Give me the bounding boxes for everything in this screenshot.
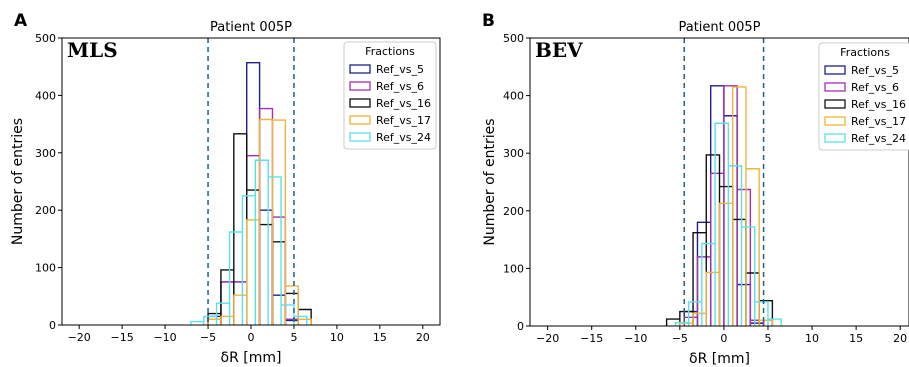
y-axis-label: Number of entries	[10, 118, 26, 245]
series-Ref_vs_24	[674, 122, 782, 326]
series-Ref_vs_16	[665, 154, 774, 326]
legend-swatch	[349, 64, 371, 74]
x-axis-label: δR [mm]	[221, 350, 282, 366]
y-tick-label: 200	[503, 205, 524, 218]
chart-title: Patient 005P	[678, 20, 760, 35]
y-tick-label: 300	[35, 147, 56, 160]
x-tick-label: 15	[373, 331, 387, 344]
method-label: BEV	[535, 38, 583, 62]
x-tick-label: −10	[624, 332, 647, 345]
x-tick-label: 5	[290, 331, 297, 344]
legend-swatch	[824, 116, 846, 126]
legend-swatch	[824, 82, 846, 92]
x-tick-label: −5	[672, 332, 688, 345]
x-tick-label: −20	[68, 331, 91, 344]
x-tick-label: 5	[764, 332, 771, 345]
y-tick-label: 500	[35, 32, 56, 45]
legend-title: Fractions	[365, 45, 415, 58]
x-axis-label: δR [mm]	[689, 351, 750, 367]
plot-frame	[529, 37, 909, 327]
legend-box	[343, 41, 437, 150]
legend-label: Ref_vs_6	[376, 80, 424, 93]
y-tick-label: 300	[503, 147, 524, 160]
legend-swatch	[824, 99, 846, 109]
x-tick-label: −5	[200, 331, 216, 344]
method-label: MLS	[67, 38, 118, 62]
legend-label: Ref_vs_16	[851, 98, 906, 111]
chart-panel-A: −20 −15 −10 −5 0 5 10 15 200100200300400500Patie…	[10, 11, 441, 366]
y-tick-label: 0	[517, 320, 524, 333]
x-tick-label: −15	[580, 332, 603, 345]
series-Ref_vs_24	[190, 159, 308, 325]
y-tick-label: 400	[35, 89, 56, 102]
y-tick-label: 100	[35, 262, 56, 275]
y-tick-label: 100	[503, 262, 524, 275]
x-tick-label: −20	[536, 332, 559, 345]
x-tick-label: −15	[111, 331, 134, 344]
legend-swatch	[824, 65, 846, 75]
x-tick-label: 10	[805, 332, 819, 345]
legend-label: Ref_vs_16	[376, 97, 431, 110]
legend-swatch	[349, 98, 371, 108]
chart-panel-B: −20 −15 −10 −5 0 5 10 15 200100200300400500Patie…	[482, 11, 909, 367]
legend-label: Ref_vs_24	[376, 131, 431, 144]
x-tick-label: 10	[330, 331, 344, 344]
legend-label: Ref_vs_17	[851, 115, 906, 128]
legend: Fractions Ref_vs_5 Ref_vs_6 Ref_vs_16 Ref_vs…	[343, 41, 437, 150]
x-tick-label: 0	[248, 331, 255, 344]
x-tick-label: 20	[416, 331, 430, 344]
legend-box	[818, 42, 909, 151]
y-tick-label: 0	[49, 319, 56, 332]
series-Ref_vs_6	[683, 85, 765, 326]
x-tick-label: 20	[893, 332, 907, 345]
legend-swatch	[824, 133, 846, 143]
legend-swatch	[349, 81, 371, 91]
legend-label: Ref_vs_24	[851, 132, 906, 145]
x-tick-label: 15	[849, 332, 863, 345]
legend-swatch	[349, 115, 371, 125]
panel-label: B	[482, 11, 495, 31]
y-tick-label: 500	[503, 32, 524, 45]
legend-title: Fractions	[840, 46, 890, 59]
y-axis-label: Number of entries	[482, 118, 498, 245]
legend: Fractions Ref_vs_5 Ref_vs_6 Ref_vs_16 Ref_vs…	[818, 42, 909, 151]
panel-label: A	[14, 11, 28, 31]
legend-label: Ref_vs_5	[376, 63, 424, 76]
x-tick-label: −10	[153, 331, 176, 344]
legend-swatch	[349, 132, 371, 142]
x-tick-label: 0	[720, 332, 727, 345]
y-tick-label: 200	[35, 204, 56, 217]
legend-label: Ref_vs_5	[851, 64, 899, 77]
series-Ref_vs_17	[207, 118, 312, 325]
series-Ref_vs_16	[207, 133, 312, 325]
legend-label: Ref_vs_6	[851, 81, 899, 94]
y-tick-label: 400	[503, 90, 524, 103]
chart-title: Patient 005P	[210, 20, 292, 35]
legend-label: Ref_vs_17	[376, 114, 431, 127]
